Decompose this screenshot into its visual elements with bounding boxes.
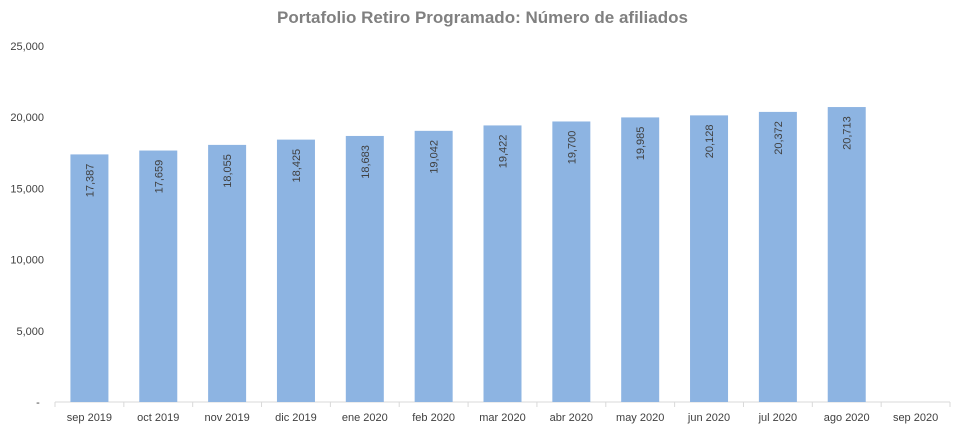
chart-title: Portafolio Retiro Programado: Número de …	[277, 8, 688, 27]
x-tick-label: jun 2020	[687, 412, 730, 424]
bar	[414, 130, 453, 402]
bar	[208, 144, 247, 403]
x-tick-label: abr 2020	[550, 412, 593, 424]
bar	[483, 125, 522, 402]
bar	[276, 139, 315, 403]
x-tick-label: nov 2019	[204, 412, 249, 424]
bar	[758, 111, 797, 403]
x-tick-label: sep 2020	[893, 412, 938, 424]
x-tick-label: dic 2019	[275, 412, 317, 424]
data-label: 20,713	[842, 116, 854, 150]
x-tick-label: sep 2019	[67, 412, 112, 424]
y-tick-label: 20,000	[10, 112, 44, 124]
bar	[70, 154, 109, 402]
data-label: 19,700	[566, 131, 578, 165]
bar	[621, 117, 660, 402]
x-tick-label: oct 2019	[137, 412, 179, 424]
y-tick-label: 25,000	[10, 41, 44, 53]
bar	[345, 135, 384, 402]
data-label: 19,985	[635, 127, 647, 161]
bar	[139, 150, 178, 402]
x-tick-label: ago 2020	[824, 412, 870, 424]
bar	[690, 115, 729, 402]
y-tick-label: 10,000	[10, 255, 44, 267]
data-label: 18,055	[222, 154, 234, 188]
x-tick-label: jul 2020	[758, 412, 798, 424]
data-label: 17,387	[84, 164, 96, 198]
bar	[827, 107, 866, 403]
x-tick-label: mar 2020	[479, 412, 525, 424]
data-label: 20,128	[704, 125, 716, 159]
x-tick-label: may 2020	[616, 412, 664, 424]
data-label: 18,683	[360, 145, 372, 179]
y-tick-label: 15,000	[10, 183, 44, 195]
data-label: 19,042	[429, 140, 441, 174]
y-tick-label: -	[36, 397, 40, 409]
data-label: 18,425	[291, 149, 303, 183]
y-tick-label: 5,000	[16, 326, 44, 338]
bar	[552, 121, 591, 403]
data-label: 20,372	[773, 121, 785, 155]
x-tick-label: ene 2020	[342, 412, 388, 424]
x-tick-label: feb 2020	[412, 412, 455, 424]
data-label: 19,422	[498, 135, 510, 169]
data-label: 17,659	[153, 160, 165, 194]
